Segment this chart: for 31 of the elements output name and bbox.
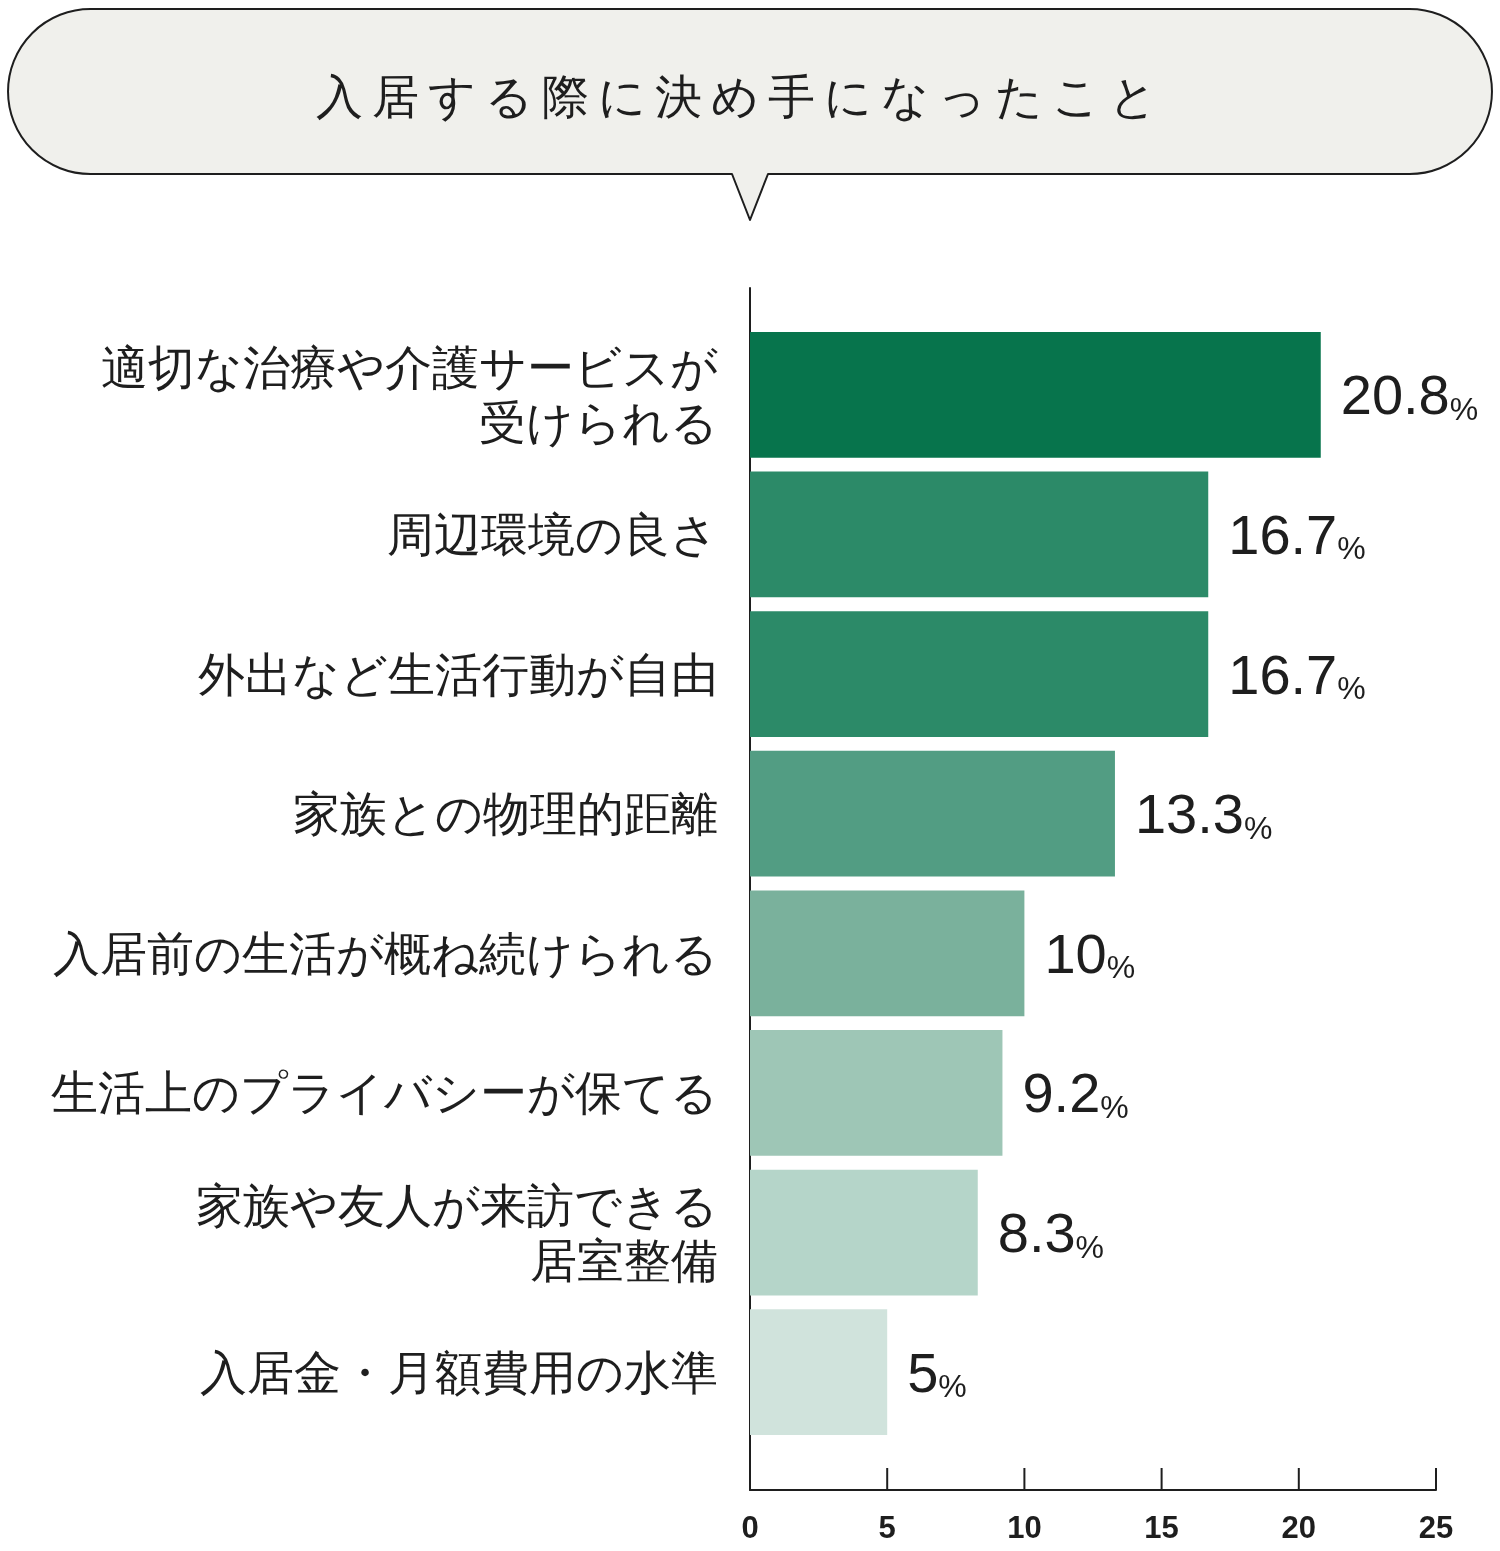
data-label: 10% — [1044, 921, 1136, 986]
data-label: 16.7% — [1228, 642, 1366, 707]
y-tick-label: 外出など生活行動が自由 — [198, 647, 718, 701]
bar — [750, 611, 1209, 737]
y-tick-label: 家族や友人が来訪できる居室整備 — [196, 1178, 718, 1287]
data-label: 8.3% — [997, 1201, 1105, 1265]
data-label: 9.2% — [1022, 1061, 1129, 1125]
x-tick-label: 10 — [1007, 1510, 1042, 1545]
data-label: 13.3% — [1134, 782, 1273, 846]
bar — [750, 331, 1321, 458]
y-tick-label: 生活上のプライバシーが保てる — [51, 1066, 718, 1120]
data-label: 16.7% — [1228, 502, 1366, 567]
bar — [750, 890, 1025, 1017]
y-tick-label: 入居金・月額費用の水準 — [200, 1345, 718, 1399]
bar — [750, 1169, 978, 1296]
data-label: 20.8% — [1340, 363, 1479, 427]
bar — [750, 750, 1115, 877]
y-tick-label: 適切な治療や介護サービスが受けられる — [101, 340, 718, 449]
x-tick-label: 20 — [1281, 1510, 1317, 1545]
x-tick-label: 0 — [741, 1510, 759, 1545]
y-tick-label: 家族との物理的距離 — [293, 787, 718, 841]
y-tick-label: 入居前の生活が概ね続けられる — [53, 926, 718, 980]
y-tick-label: 周辺環境の良さ — [387, 507, 718, 561]
x-tick-label: 5 — [878, 1510, 896, 1545]
data-label: 5% — [907, 1340, 967, 1405]
chart-title: 入居する際に決め手になったこと — [316, 70, 1166, 124]
x-tick-label: 15 — [1144, 1510, 1179, 1545]
x-tick-label: 25 — [1418, 1510, 1454, 1545]
bar — [750, 1030, 1003, 1156]
bar — [750, 471, 1209, 598]
bar — [750, 1309, 888, 1436]
